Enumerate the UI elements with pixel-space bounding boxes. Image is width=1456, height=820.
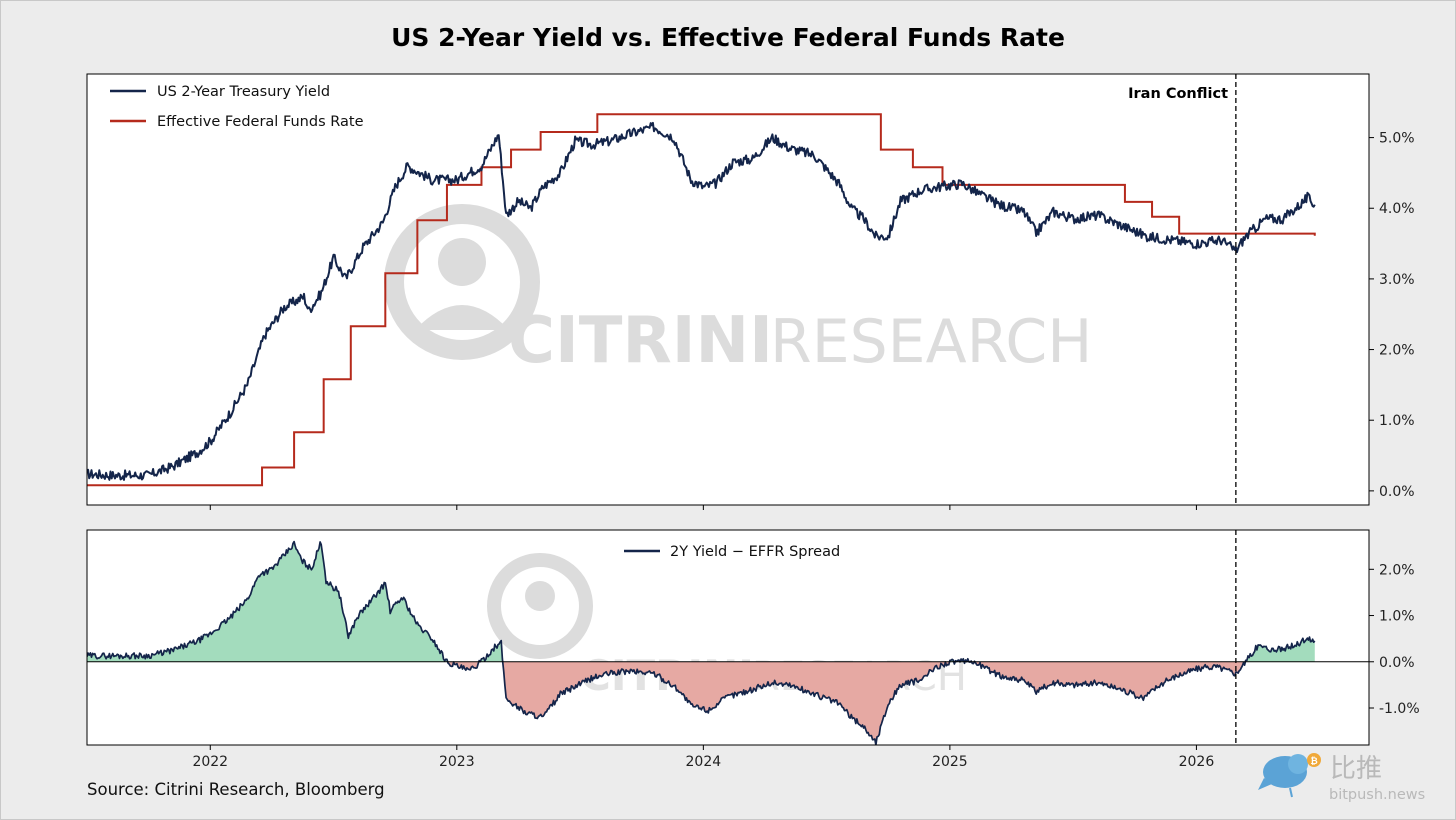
top-x-axis — [209, 505, 1197, 510]
y-tick-label: 1.0% — [1379, 413, 1415, 429]
bottom-y-axis: 2.0% 1.0% 0.0% -1.0% — [1369, 562, 1420, 717]
bottom-panel: CITRINI RESEARCH 2.0%1.0%0.0%-1.0% 20222… — [86, 529, 1420, 770]
watermark-logo-ring-bottom — [487, 553, 593, 659]
watermark-text-light: RESEARCH — [770, 307, 1092, 377]
chart-title: US 2-Year Yield vs. Effective Federal Fu… — [391, 23, 1065, 52]
top-panel: CITRINI RESEARCH 0.0% 1.0% 2.0% 3.0% 4.0% 5.0… — [86, 73, 1415, 510]
top-y-axis: 0.0% 1.0% 2.0% 3.0% 4.0% 5.0% — [1369, 131, 1415, 500]
watermark-logo-ring — [384, 204, 540, 360]
bottom-series-group — [87, 530, 1369, 745]
y-tick-label: 1.0% — [1379, 609, 1415, 625]
x-tick-label: 2022 — [192, 754, 228, 770]
legend-label-effr: Effective Federal Funds Rate — [157, 114, 364, 130]
x-tick-label: 2024 — [686, 754, 722, 770]
bottom-plot-border — [86, 529, 1370, 746]
legend-label-spread: 2Y Yield − EFFR Spread — [670, 544, 840, 560]
bird-icon: ₿ — [1258, 753, 1321, 798]
brand-cn: 比推 — [1330, 754, 1382, 784]
bottom-x-axis: 2022 2023 2024 2025 2026 — [192, 745, 1214, 770]
effr-step-line — [87, 113, 1316, 487]
source-note: Source: Citrini Research, Bloomberg — [87, 780, 385, 799]
top-legend: US 2-Year Treasury Yield Effective Feder… — [110, 84, 364, 130]
watermark-logo-body — [415, 305, 509, 330]
x-tick-label: 2026 — [1179, 754, 1215, 770]
y-tick-label: 0.0% — [1379, 655, 1415, 671]
spread-positive-area — [87, 541, 1315, 662]
spread-line — [87, 540, 1316, 745]
brand-watermark: ₿ 比推 bitpush.news — [1258, 753, 1425, 803]
svg-text:₿: ₿ — [1310, 756, 1317, 767]
watermark-logo-head — [438, 238, 486, 286]
spread-negative-area — [447, 661, 1246, 745]
y-tick-label: 2.0% — [1379, 562, 1415, 578]
y-tick-label: -1.0% — [1379, 701, 1420, 717]
annotation-iran-conflict: Iran Conflict — [1128, 86, 1228, 102]
legend-label-yield: US 2-Year Treasury Yield — [157, 84, 330, 100]
yield-line — [87, 121, 1316, 481]
watermark-logo-head-bottom — [525, 581, 555, 611]
top-plot-area — [87, 74, 1369, 505]
y-tick-label: 2.0% — [1379, 343, 1415, 359]
x-tick-label: 2025 — [932, 754, 968, 770]
brand-site: bitpush.news — [1329, 787, 1425, 803]
y-tick-label: 3.0% — [1379, 272, 1415, 288]
watermark-text-bold: CITRINI — [508, 304, 773, 378]
watermark-top: CITRINI RESEARCH — [384, 204, 1092, 378]
y-tick-label: 4.0% — [1379, 201, 1415, 217]
y-tick-label: 5.0% — [1379, 131, 1415, 147]
bottom-legend: 2Y Yield − EFFR Spread — [624, 544, 840, 560]
y-tick-label: 0.0% — [1379, 484, 1415, 500]
x-tick-label: 2023 — [439, 754, 475, 770]
top-series-group — [87, 74, 1316, 505]
top-plot-border — [86, 73, 1370, 506]
